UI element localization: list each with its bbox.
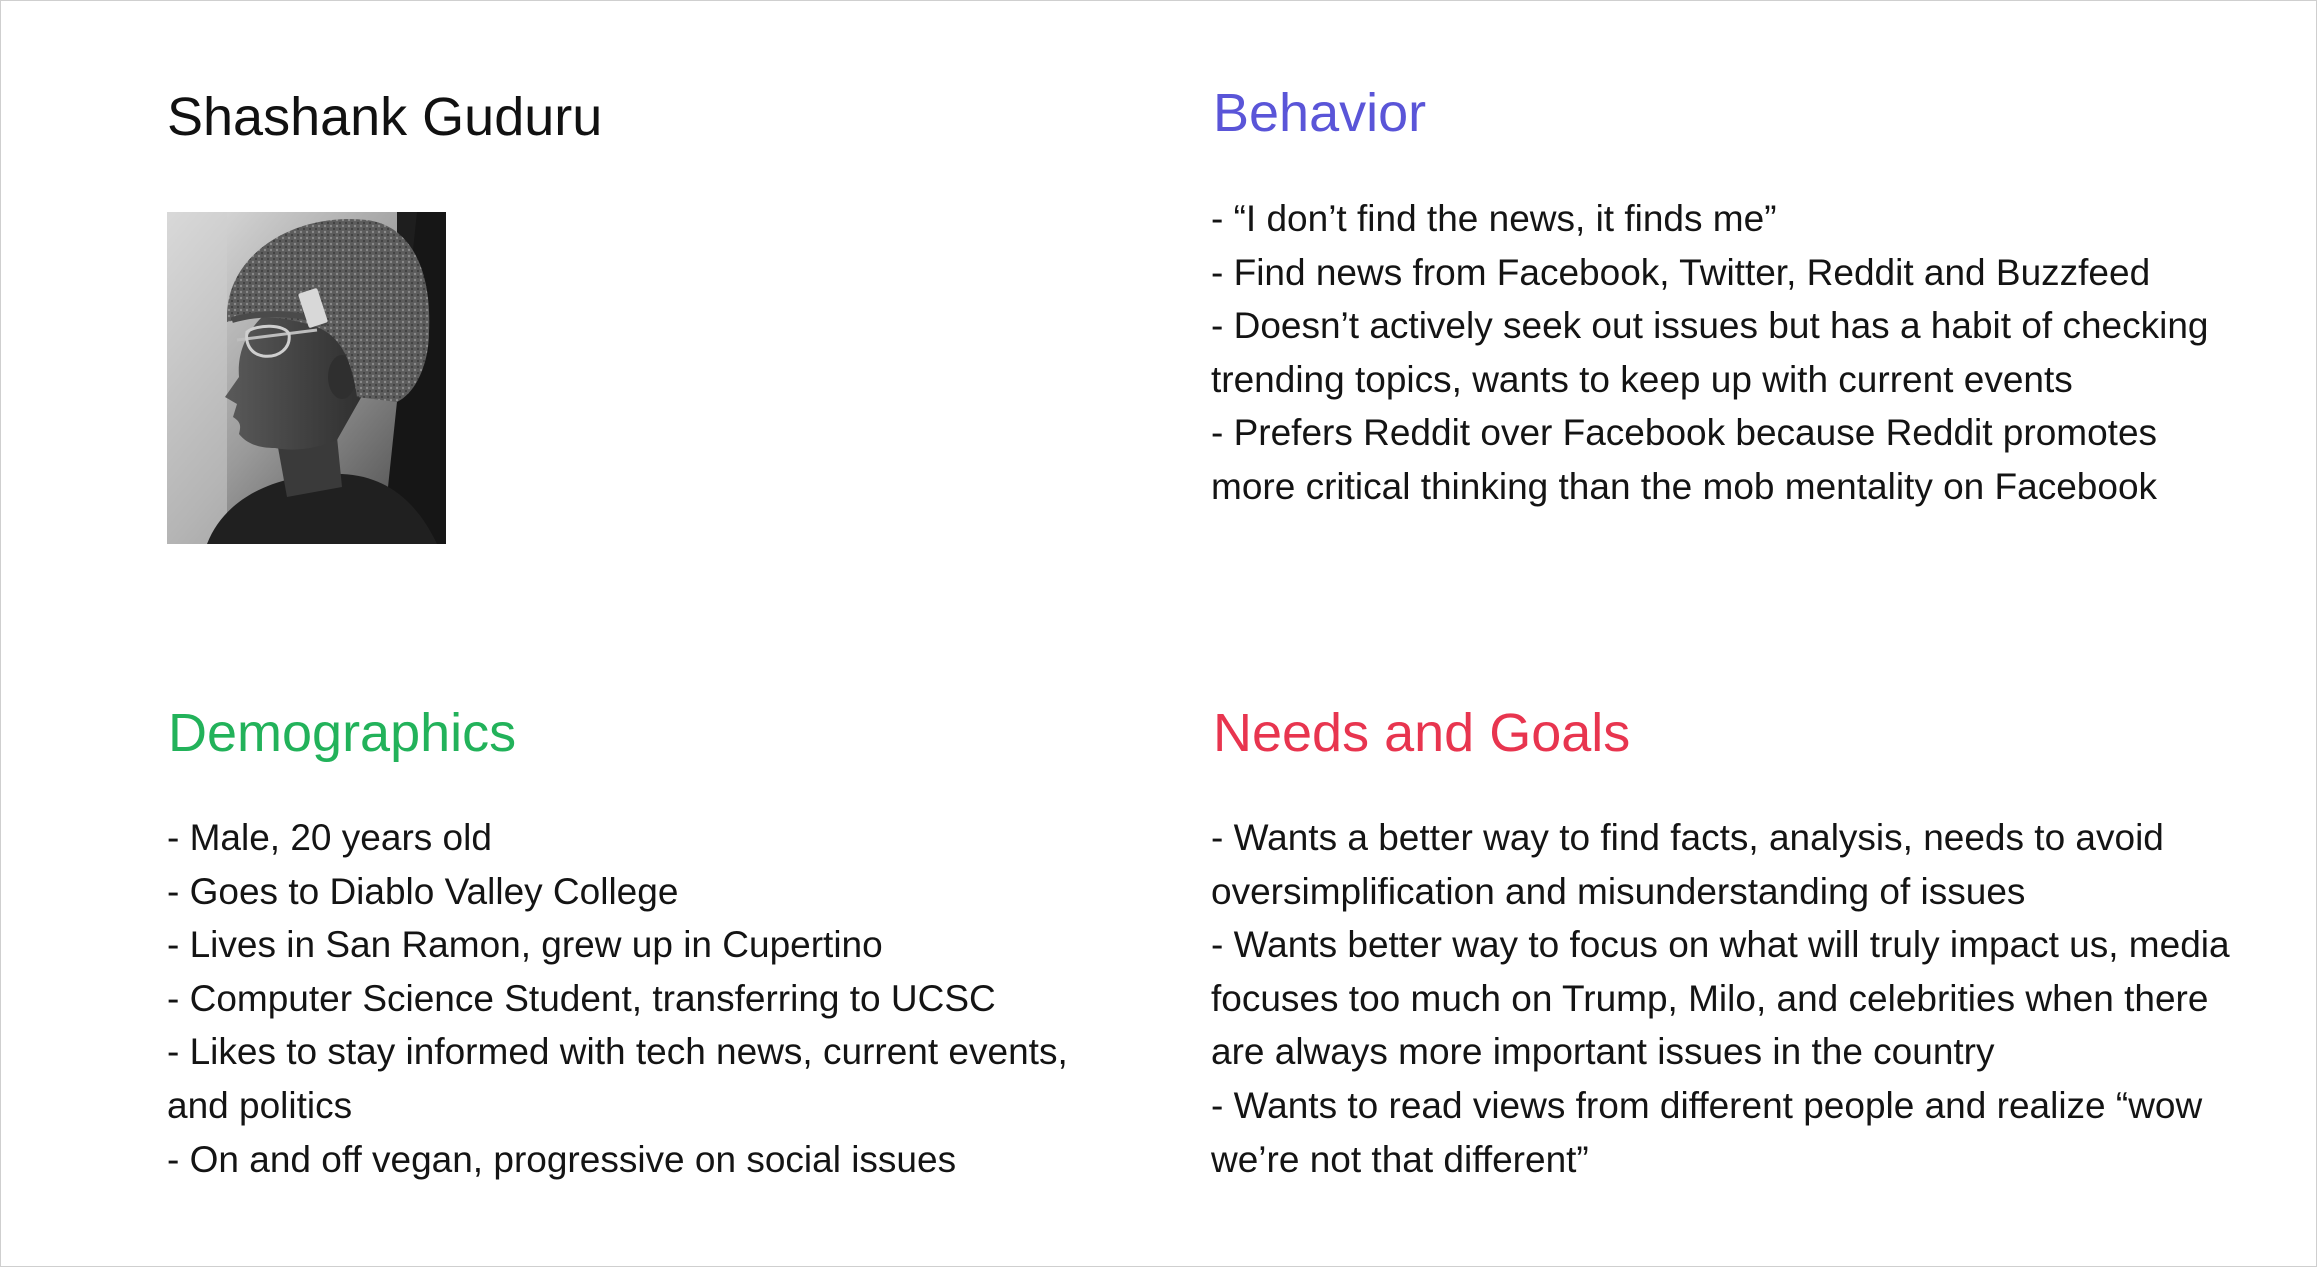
behavior-item: - Prefers Reddit over Facebook because R… (1211, 412, 2158, 507)
behavior-list: - “I don’t find the news, it finds me” -… (1211, 192, 2241, 514)
behavior-item: - Doesn’t actively seek out issues but h… (1211, 305, 2209, 400)
needs-goals-item: - Wants a better way to find facts, anal… (1211, 817, 2164, 912)
persona-photo-illustration (167, 212, 446, 544)
demographics-item: - Likes to stay informed with tech news,… (167, 1031, 1068, 1126)
demographics-item: - On and off vegan, progressive on socia… (167, 1138, 957, 1180)
needs-goals-item: - Wants to read views from different peo… (1211, 1084, 2203, 1180)
demographics-item: - Male, 20 years old (167, 817, 492, 858)
behavior-heading: Behavior (1213, 83, 1427, 143)
demographics-heading: Demographics (168, 703, 517, 763)
needs-goals-item: - Wants better way to focus on what will… (1211, 924, 2230, 1073)
demographics-item: - Lives in San Ramon, grew up in Cuperti… (167, 924, 883, 966)
demographics-item: - Goes to Diablo Valley College (167, 870, 679, 912)
needs-goals-heading: Needs and Goals (1213, 703, 1631, 763)
persona-photo (167, 212, 446, 544)
behavior-item: - Find news from Facebook, Twitter, Redd… (1211, 251, 2151, 293)
demographics-item: - Computer Science Student, transferring… (167, 977, 996, 1019)
persona-name: Shashank Guduru (167, 87, 603, 147)
demographics-list: - Male, 20 years old - Goes to Diablo Va… (167, 811, 1107, 1186)
needs-goals-list: - Wants a better way to find facts, anal… (1211, 811, 2241, 1186)
behavior-item: - “I don’t find the news, it finds me” (1211, 198, 1777, 239)
